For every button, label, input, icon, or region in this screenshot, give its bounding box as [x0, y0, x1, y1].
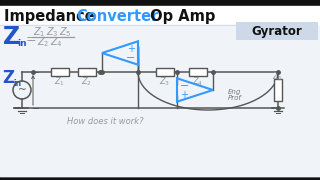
- Text: $=$: $=$: [23, 31, 37, 44]
- Text: $\mathbf{Z}$: $\mathbf{Z}$: [2, 69, 15, 87]
- Bar: [274, 79, 282, 101]
- Text: Prof: Prof: [228, 95, 242, 101]
- Text: $Z_5$: $Z_5$: [272, 71, 284, 83]
- Text: How does it work?: How does it work?: [67, 118, 143, 127]
- Bar: [51, 68, 69, 76]
- Text: $Z_1\,Z_3\,Z_5$: $Z_1\,Z_3\,Z_5$: [33, 25, 71, 39]
- FancyBboxPatch shape: [236, 22, 318, 40]
- Text: $Z_3$: $Z_3$: [159, 76, 171, 88]
- Text: Gyrator: Gyrator: [252, 24, 302, 37]
- Text: +: +: [127, 44, 135, 53]
- Text: Impedance: Impedance: [4, 8, 100, 24]
- Bar: [189, 68, 207, 76]
- Text: Converter: Converter: [76, 8, 158, 24]
- Text: ~: ~: [18, 85, 26, 95]
- Text: Op Amp: Op Amp: [145, 8, 215, 24]
- Text: in: in: [17, 39, 27, 48]
- Text: −: −: [180, 80, 189, 91]
- Text: $Z_4$: $Z_4$: [192, 76, 204, 88]
- Text: $Z_2$: $Z_2$: [82, 76, 92, 88]
- Text: $Z_2\,Z_4$: $Z_2\,Z_4$: [37, 35, 63, 49]
- Bar: [78, 68, 96, 76]
- Text: +: +: [180, 89, 188, 100]
- Text: −: −: [126, 53, 135, 62]
- Text: $Z_1$: $Z_1$: [54, 76, 66, 88]
- Text: in: in: [13, 78, 21, 87]
- Bar: [156, 68, 174, 76]
- Text: $\mathbf{Z}$: $\mathbf{Z}$: [2, 25, 20, 49]
- Text: Eng: Eng: [228, 89, 242, 95]
